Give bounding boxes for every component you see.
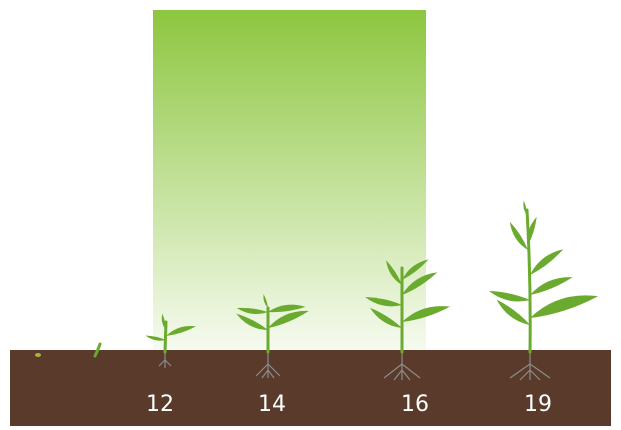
highlight-band: [153, 10, 426, 350]
stage-label: 19: [524, 392, 552, 417]
stage-label: 14: [258, 392, 286, 417]
seed: [35, 353, 41, 357]
plant-12: [144, 313, 197, 368]
soil: [10, 350, 611, 426]
plant-14: [234, 293, 310, 379]
stage-label: 12: [146, 392, 174, 417]
plant-19: [487, 200, 600, 381]
sprout: [93, 342, 102, 358]
stage-label: 16: [401, 392, 429, 417]
plant-16: [364, 256, 452, 381]
